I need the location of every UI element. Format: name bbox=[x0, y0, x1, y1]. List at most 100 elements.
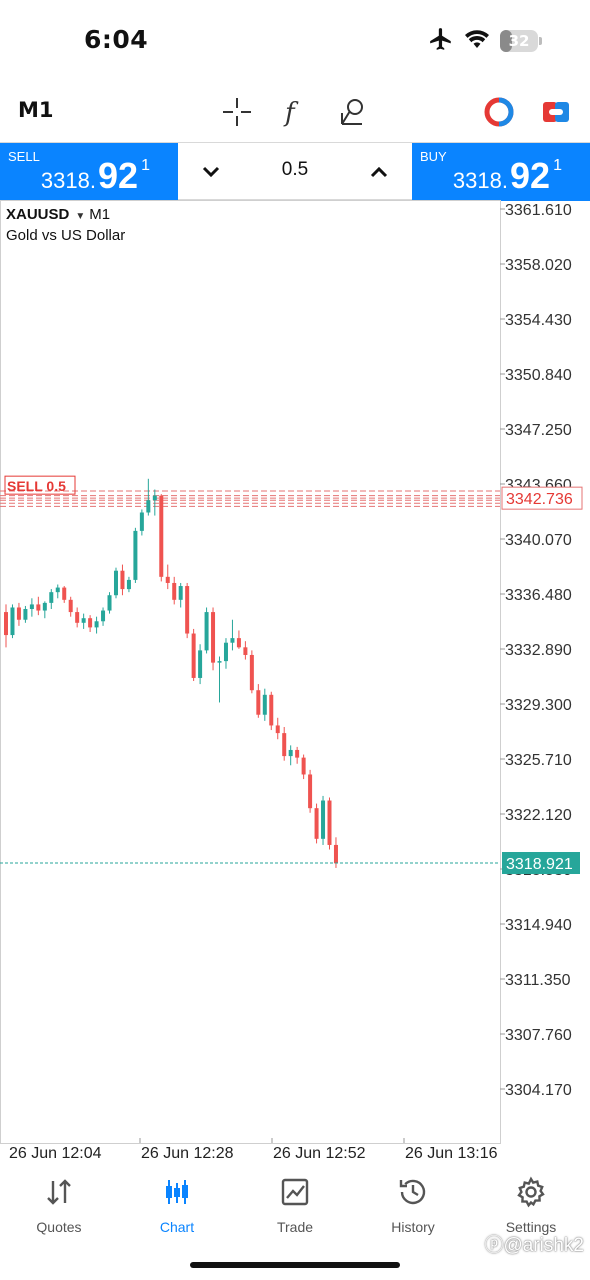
y-tick-label: 3354.430 bbox=[505, 312, 572, 329]
y-tick-label: 3332.890 bbox=[505, 642, 572, 659]
candle-body bbox=[223, 642, 228, 662]
time-label: 26 Jun 12:52 bbox=[273, 1145, 366, 1162]
candle-body bbox=[16, 607, 21, 620]
candle-body bbox=[36, 604, 41, 611]
buy-label: BUY bbox=[420, 149, 447, 164]
price-chart[interactable]: 3361.610 3358.020 3354.430 3350.840 3347.250… bbox=[0, 200, 590, 1165]
sell-price-big: 92 bbox=[97, 155, 138, 196]
candle-body bbox=[243, 647, 248, 655]
y-tick-label: 3314.940 bbox=[505, 917, 572, 934]
candle-body bbox=[249, 654, 254, 691]
candle-body bbox=[295, 749, 300, 758]
candle-body bbox=[94, 621, 99, 628]
candle-body bbox=[275, 725, 280, 734]
y-tick-label: 3307.760 bbox=[505, 1027, 572, 1044]
candle-body bbox=[152, 495, 157, 501]
chart-symbol: XAUUSD ▼ M1 bbox=[6, 206, 110, 223]
trade-level-icon[interactable] bbox=[536, 92, 576, 132]
candle-body bbox=[88, 618, 93, 628]
candle-body bbox=[185, 586, 190, 634]
tab-label: Trade bbox=[276, 1219, 314, 1235]
candle-body bbox=[269, 694, 274, 726]
buy-price-small: 3318. bbox=[452, 168, 508, 193]
candle-body bbox=[49, 592, 54, 603]
buy-button[interactable]: BUY 3318.92 1 bbox=[412, 143, 590, 201]
candle-body bbox=[126, 579, 131, 590]
candle-body bbox=[282, 733, 287, 757]
tab-chart[interactable]: Chart bbox=[118, 1173, 236, 1243]
lot-increase-button[interactable] bbox=[364, 157, 394, 187]
order-label-box bbox=[4, 475, 76, 495]
candle-body bbox=[159, 495, 164, 577]
candle-body bbox=[236, 638, 241, 648]
trade-icon bbox=[236, 1173, 354, 1211]
candle-body bbox=[42, 602, 47, 611]
lot-size-control: 0.5 bbox=[178, 143, 412, 201]
quotes-icon bbox=[0, 1173, 118, 1211]
status-bar: 6:04 32 bbox=[0, 0, 590, 80]
wifi-icon bbox=[464, 28, 490, 55]
bid-price-label: 3318.921 bbox=[506, 856, 573, 873]
candle-body bbox=[107, 595, 112, 611]
y-tick-label: 3322.120 bbox=[505, 807, 572, 824]
candle-body bbox=[314, 808, 319, 839]
sell-button[interactable]: SELL 3318.92 1 bbox=[0, 143, 178, 201]
one-click-trading-icon[interactable] bbox=[479, 92, 519, 132]
candle-body bbox=[29, 604, 34, 610]
crosshair-icon[interactable] bbox=[217, 92, 257, 132]
y-tick-label: 3329.300 bbox=[505, 697, 572, 714]
time-label: 26 Jun 13:16 bbox=[405, 1145, 498, 1162]
sell-price: 3318.92 1 bbox=[40, 155, 150, 197]
candle-body bbox=[68, 599, 73, 613]
candle-body bbox=[165, 576, 170, 583]
tab-trade[interactable]: Trade bbox=[236, 1173, 354, 1243]
candle-body bbox=[262, 694, 267, 715]
indicators-icon[interactable]: f bbox=[274, 92, 314, 132]
lot-decrease-button[interactable] bbox=[196, 157, 226, 187]
lot-size-value[interactable]: 0.5 bbox=[281, 159, 309, 180]
candle-body bbox=[321, 800, 326, 839]
battery-fill bbox=[500, 30, 513, 52]
candle-body bbox=[55, 587, 60, 593]
candle-body bbox=[10, 607, 15, 636]
candle-body bbox=[172, 582, 177, 600]
sell-price-small: 3318. bbox=[40, 168, 96, 193]
order-label: SELL 0.5 bbox=[7, 478, 66, 494]
symbol-dropdown-icon[interactable]: ▼ bbox=[75, 211, 86, 222]
airplane-icon bbox=[428, 26, 454, 57]
history-icon bbox=[354, 1173, 472, 1211]
candle-body bbox=[113, 570, 118, 596]
order-price-label: 3342.736 bbox=[506, 491, 573, 508]
candlestick-chart[interactable]: 3361.610 3358.020 3354.430 3350.840 3347.250… bbox=[0, 200, 590, 1145]
tab-history[interactable]: History bbox=[354, 1173, 472, 1243]
symbol-name: XAUUSD bbox=[6, 206, 70, 223]
candle-body bbox=[81, 618, 86, 623]
y-tick-label: 3340.070 bbox=[505, 532, 572, 549]
candle-body bbox=[198, 650, 203, 678]
candle-body bbox=[211, 612, 216, 663]
y-tick-label: 3361.610 bbox=[505, 202, 572, 219]
tab-settings[interactable]: Settings bbox=[472, 1173, 590, 1243]
buy-price-sup: 1 bbox=[553, 157, 562, 174]
y-tick-label: 3311.350 bbox=[505, 972, 571, 989]
candle-body bbox=[120, 570, 125, 590]
timeframe-button[interactable]: M1 bbox=[18, 98, 54, 122]
chart-toolbar: M1 f bbox=[0, 80, 590, 142]
candle-body bbox=[75, 612, 80, 623]
objects-icon[interactable] bbox=[332, 92, 372, 132]
gear-icon bbox=[472, 1173, 590, 1211]
symbol-timeframe: M1 bbox=[89, 206, 111, 223]
candle-body bbox=[101, 610, 106, 622]
candle-body bbox=[133, 530, 138, 580]
y-tick-label: 3325.710 bbox=[505, 752, 572, 769]
candle-body bbox=[230, 638, 235, 643]
tab-quotes[interactable]: Quotes bbox=[0, 1173, 118, 1243]
tab-label: History bbox=[391, 1219, 435, 1235]
time-label: 26 Jun 12:28 bbox=[141, 1145, 234, 1162]
y-tick-label: 3350.840 bbox=[505, 367, 572, 384]
sell-price-sup: 1 bbox=[141, 157, 150, 174]
candle-body bbox=[333, 844, 338, 864]
time-label: 26 Jun 12:04 bbox=[9, 1145, 102, 1162]
candle-body bbox=[301, 757, 306, 775]
tab-label: Quotes bbox=[36, 1219, 82, 1235]
